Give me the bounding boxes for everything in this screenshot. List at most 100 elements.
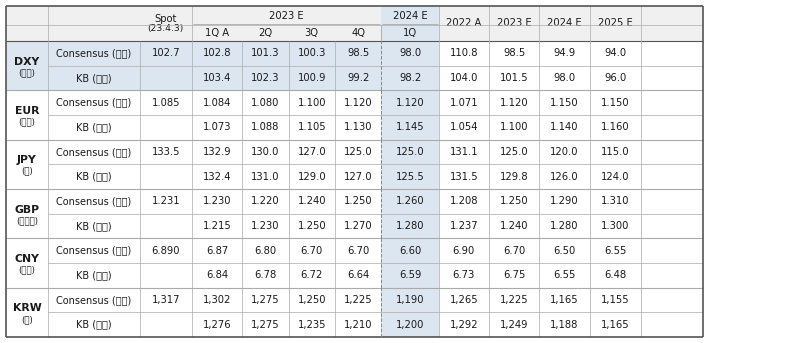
Text: 1,265: 1,265 [450,295,478,305]
Text: (원): (원) [21,315,33,324]
Text: 100.9: 100.9 [297,73,326,83]
Text: 132.4: 132.4 [203,172,231,182]
Text: 2024 E: 2024 E [547,19,582,28]
Text: 1.290: 1.290 [550,196,578,206]
Bar [439,189,703,214]
Text: 126.0: 126.0 [550,172,578,182]
Text: 1.310: 1.310 [601,196,630,206]
Text: 127.0: 127.0 [343,172,373,182]
Text: 125.5: 125.5 [395,172,424,182]
Bar [48,90,381,115]
Text: 101.3: 101.3 [251,48,280,58]
Bar [6,140,48,189]
Bar [6,288,48,337]
Text: 1.100: 1.100 [500,122,528,132]
Text: 6.73: 6.73 [453,270,475,280]
Text: GBP: GBP [14,205,39,215]
Bar [381,66,439,90]
Bar [439,238,703,263]
Text: 1,249: 1,249 [500,320,528,330]
Text: 1,275: 1,275 [251,295,280,305]
Text: 6.60: 6.60 [399,246,421,256]
Text: 1.300: 1.300 [601,221,630,231]
Text: (유로): (유로) [18,117,35,127]
Text: 2023 E: 2023 E [270,11,304,21]
Bar [381,6,439,25]
Text: 6.48: 6.48 [604,270,626,280]
Text: 6.87: 6.87 [206,246,228,256]
Text: 1,165: 1,165 [550,295,578,305]
Bar [6,25,703,41]
Text: Consensus (기말): Consensus (기말) [57,196,131,206]
Text: 1.280: 1.280 [550,221,578,231]
Text: 1.230: 1.230 [203,196,231,206]
Text: DXY: DXY [14,57,39,67]
Text: 2Q: 2Q [259,28,273,38]
Bar [48,66,381,90]
Text: 125.0: 125.0 [343,147,373,157]
Bar [6,41,48,90]
Bar [381,238,439,263]
Text: 1,190: 1,190 [396,295,424,305]
Bar [439,90,703,115]
Text: 115.0: 115.0 [601,147,630,157]
Text: 127.0: 127.0 [297,147,326,157]
Text: 1.085: 1.085 [152,98,180,108]
Text: 1,225: 1,225 [500,295,528,305]
Bar [48,263,381,288]
Bar [48,140,381,164]
Bar [6,189,48,238]
Text: 1Q A: 1Q A [205,28,229,38]
Bar [439,214,703,238]
Text: 2024 E: 2024 E [393,11,428,21]
Text: 1,276: 1,276 [203,320,231,330]
Bar [439,115,703,140]
Text: 6.55: 6.55 [553,270,575,280]
Bar [381,90,439,115]
Text: Consensus (기말): Consensus (기말) [57,98,131,108]
Text: 1.215: 1.215 [203,221,231,231]
Text: KB (평균): KB (평균) [76,122,112,132]
Bar [439,164,703,189]
Bar [48,312,381,337]
Bar [439,140,703,164]
Text: 1.054: 1.054 [450,122,478,132]
Text: 102.8: 102.8 [203,48,231,58]
Text: 104.0: 104.0 [450,73,478,83]
Text: 1.145: 1.145 [395,122,424,132]
Text: 2023 E: 2023 E [497,19,531,28]
Text: 1.240: 1.240 [500,221,528,231]
Text: 1.270: 1.270 [343,221,373,231]
Text: 102.3: 102.3 [251,73,280,83]
Text: 6.70: 6.70 [300,246,323,256]
Text: 98.0: 98.0 [553,73,575,83]
Text: 1.073: 1.073 [203,122,231,132]
Bar [381,41,439,66]
Bar [381,189,439,214]
Text: KRW: KRW [13,303,42,313]
Bar [381,214,439,238]
Text: 1.250: 1.250 [343,196,373,206]
Text: 132.9: 132.9 [203,147,231,157]
Text: Spot: Spot [155,14,177,24]
Text: Consensus (기말): Consensus (기말) [57,295,131,305]
Text: 125.0: 125.0 [500,147,528,157]
Text: 1.088: 1.088 [251,122,280,132]
Text: KB (평균): KB (평균) [76,270,112,280]
Bar [381,115,439,140]
Text: 6.75: 6.75 [503,270,525,280]
Text: EUR: EUR [15,106,39,116]
Text: 133.5: 133.5 [152,147,180,157]
Text: Consensus (기말): Consensus (기말) [57,246,131,256]
Text: KB (평균): KB (평균) [76,221,112,231]
Text: 1.260: 1.260 [395,196,424,206]
Text: (파운드): (파운드) [16,216,38,225]
Bar [381,140,439,164]
Text: 99.2: 99.2 [347,73,369,83]
Bar [439,312,703,337]
Text: 6.50: 6.50 [553,246,575,256]
Text: 1.237: 1.237 [450,221,478,231]
Text: 94.9: 94.9 [553,48,575,58]
Text: 125.0: 125.0 [395,147,424,157]
Text: 6.70: 6.70 [503,246,525,256]
